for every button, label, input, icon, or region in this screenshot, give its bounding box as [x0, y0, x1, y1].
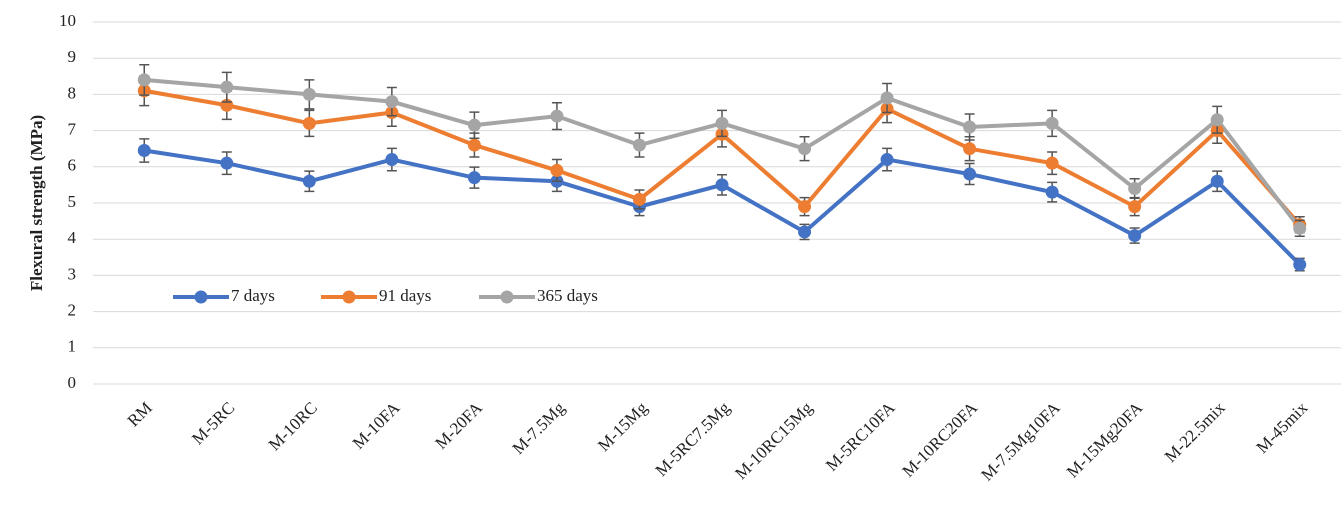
x-tick-label: M-10RC20FA [899, 398, 982, 481]
y-tick-label: 9 [68, 47, 77, 66]
marker [880, 153, 894, 167]
legend-marker [194, 290, 208, 304]
marker [302, 116, 316, 130]
y-tick-label: 5 [68, 192, 77, 211]
x-tick-label: M-10FA [349, 398, 404, 453]
marker [798, 225, 812, 239]
marker [715, 178, 729, 192]
marker [220, 156, 234, 170]
marker [467, 171, 481, 185]
marker [632, 138, 646, 152]
marker [1210, 174, 1224, 188]
series-line [144, 77, 1302, 230]
marker [1045, 116, 1059, 130]
x-tick-label: M-5RC7.5Mg [652, 398, 734, 480]
y-tick-label: 8 [68, 83, 77, 102]
y-tick-label: 7 [68, 120, 77, 139]
marker [467, 118, 481, 132]
marker [467, 138, 481, 152]
x-tick-label: M-22.5mix [1161, 398, 1229, 466]
y-tick-label: 4 [68, 228, 77, 247]
marker [963, 142, 977, 156]
marker [963, 120, 977, 134]
y-tick-label: 1 [68, 337, 77, 356]
x-tick-label: M-10RC [265, 398, 321, 454]
marker [1128, 182, 1142, 196]
marker [302, 174, 316, 188]
marker [302, 87, 316, 101]
marker [963, 167, 977, 181]
legend-label: 7 days [231, 286, 275, 305]
marker [798, 200, 812, 214]
x-tick-label: RM [124, 398, 156, 430]
x-tick-label: M-7.5Mg [509, 398, 569, 458]
legend-marker [342, 290, 356, 304]
x-tick-label: M-15Mg [594, 398, 651, 455]
legend-label: 91 days [379, 286, 431, 305]
marker [385, 153, 399, 167]
x-tick-label: M-7.5Mg10FA [977, 398, 1064, 485]
y-tick-label: 2 [68, 301, 77, 320]
x-tick-label: M-15Mg20FA [1063, 398, 1147, 482]
marker [550, 163, 564, 177]
marker [137, 73, 151, 87]
y-axis-label: Flexural strength (MPa) [27, 115, 46, 291]
marker [220, 80, 234, 94]
marker [385, 95, 399, 109]
marker [632, 192, 646, 206]
marker [715, 116, 729, 130]
marker [137, 144, 151, 158]
x-tick-label: M-45mix [1252, 398, 1311, 457]
marker [1128, 200, 1142, 214]
x-tick-label: M-10RC15Mg [731, 398, 816, 483]
legend-marker [500, 290, 514, 304]
marker [1293, 221, 1307, 235]
marker [1045, 185, 1059, 199]
marker [798, 142, 812, 156]
x-tick-label: M-5RC [188, 398, 238, 448]
y-tick-label: 10 [59, 11, 76, 30]
x-tick-label: M-20FA [431, 398, 486, 453]
marker [550, 109, 564, 123]
marker [1045, 156, 1059, 170]
marker [1128, 229, 1142, 243]
marker [1210, 113, 1224, 127]
series-line [143, 148, 1302, 266]
marker [1293, 258, 1307, 272]
legend-label: 365 days [537, 286, 598, 305]
y-tick-label: 6 [68, 156, 77, 175]
marker [880, 91, 894, 105]
x-tick-label: M-5RC10FA [822, 398, 899, 475]
y-tick-label: 3 [68, 264, 77, 283]
y-tick-label: 0 [68, 373, 77, 392]
